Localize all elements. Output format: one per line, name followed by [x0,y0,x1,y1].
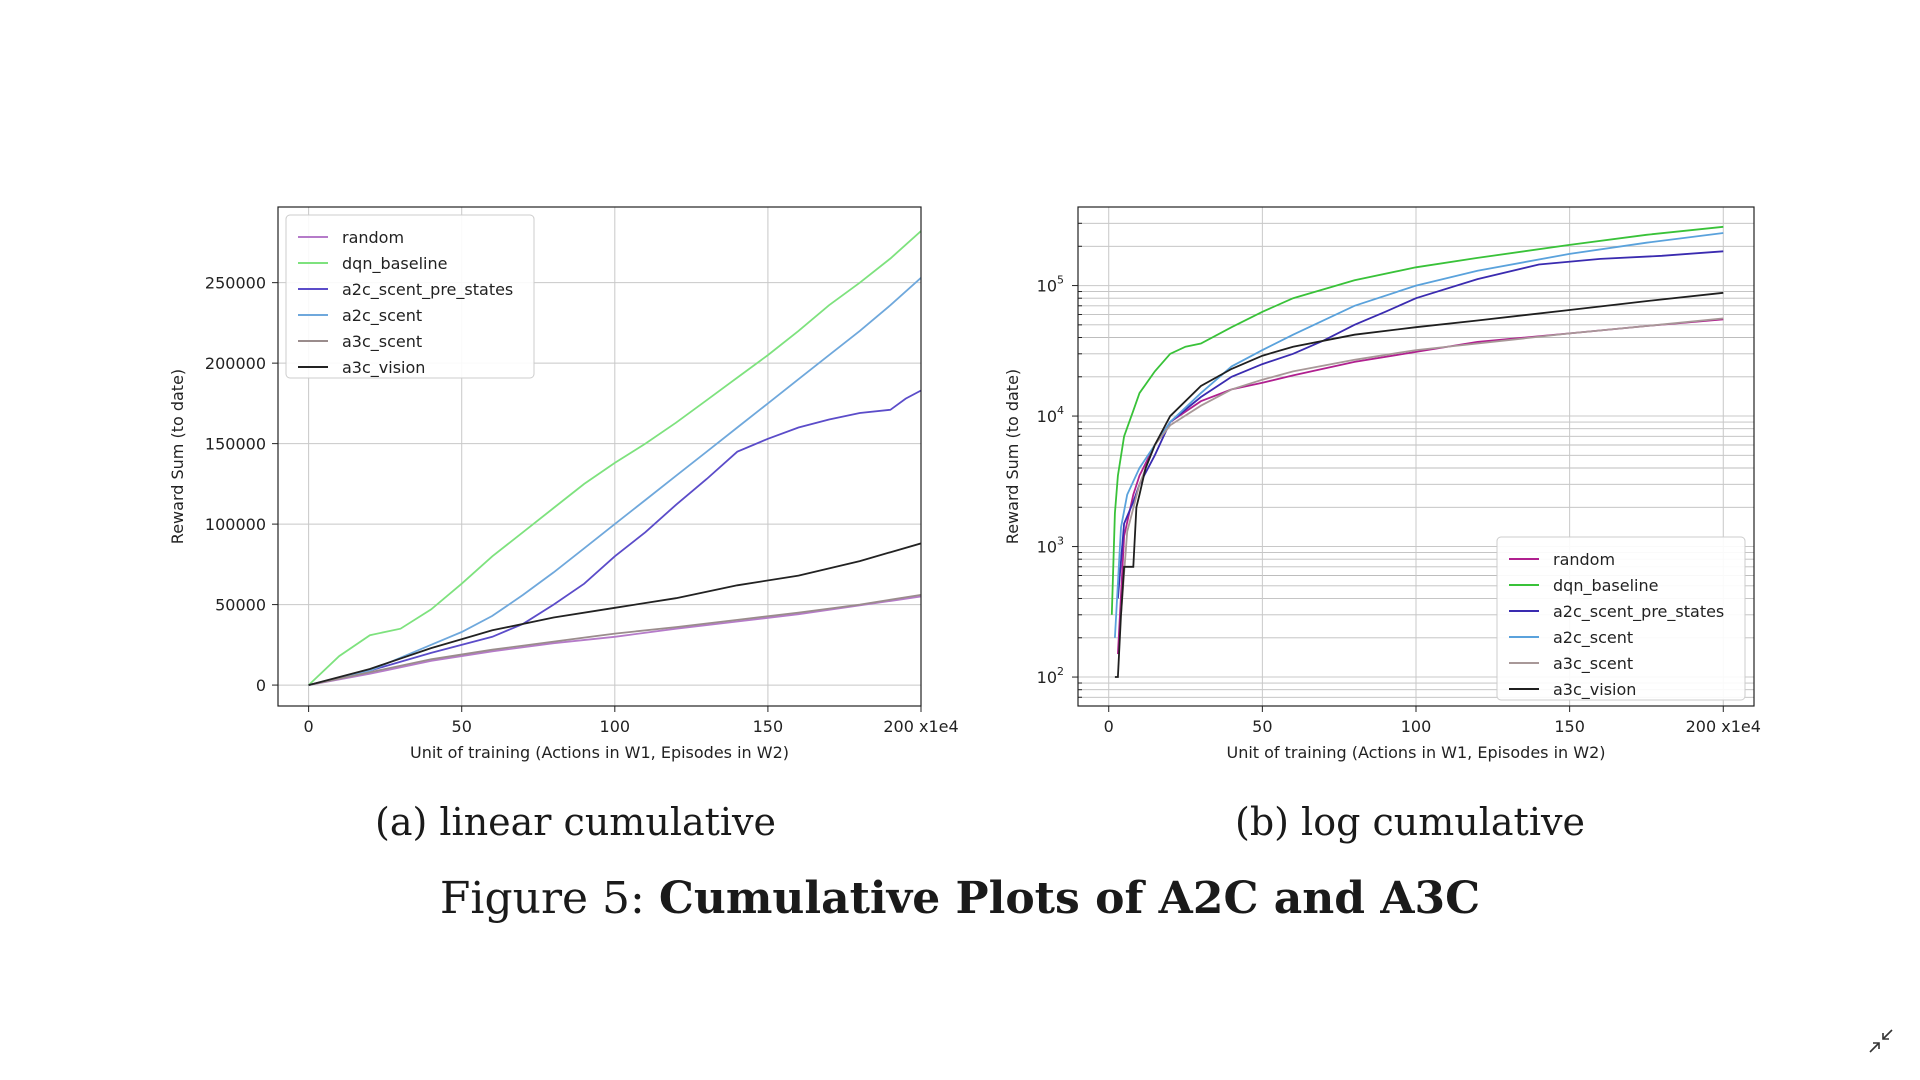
y-tick-exponent: 4 [1057,404,1064,417]
y-tick-label: 105 [1037,274,1064,296]
legend-box [1496,536,1746,701]
y-tick-label: 100000 [205,515,266,534]
x-tick-label: 100 [1401,717,1432,736]
collapse-arrows-icon[interactable] [1868,1028,1894,1054]
y-tick-label: 0 [256,676,266,695]
figure-prefix: Figure 5: [439,873,645,924]
series-line-dqn_baseline [1110,225,1724,615]
legend-label: a3c_vision [342,358,425,378]
y-tick-exponent: 2 [1057,665,1064,678]
figure-title-text: Cumulative Plots of A2C and A3C [658,873,1481,924]
legend-box [285,214,535,379]
x-axis-label: Unit of training (Actions in W1, Episode… [410,743,789,762]
x-axis-label: Unit of training (Actions in W1, Episode… [1226,743,1605,762]
x-tick-label: 100 [600,717,631,736]
series-line-a2c_scent_pre_states [308,389,921,686]
legend-label: a2c_scent [1553,628,1633,648]
y-tick-exponent: 5 [1057,274,1064,287]
series-line-a3c_scent [308,594,921,686]
legend-label: a2c_scent_pre_states [1553,602,1724,622]
x-tick-label: 50 [1252,717,1272,736]
legend-label: dqn_baseline [1553,576,1658,596]
y-tick-label: 50000 [215,596,266,615]
caption-linear-cumulative: (a) linear cumulative [375,800,777,844]
series-line-a2c_scent [1114,232,1724,638]
y-tick-base: 10 [1037,407,1057,426]
series-line-a2c_scent [308,277,921,686]
legend-label: dqn_baseline [342,254,447,274]
x-tick-label: 150 [753,717,784,736]
caption-log-cumulative: (b) log cumulative [1235,800,1585,844]
plot-frame [1077,206,1755,707]
legend-label: a3c_scent [1553,654,1633,674]
legend-label: a2c_scent [342,306,422,326]
y-tick-base: 10 [1037,668,1057,687]
y-axis-label: Reward Sum (to date) [1003,369,1022,544]
legend-label: a3c_scent [342,332,422,352]
y-tick-exponent: 3 [1057,535,1064,548]
y-tick-label: 200000 [205,354,266,373]
y-tick-label: 250000 [205,274,266,293]
x-tick-label: 50 [452,717,472,736]
series-line-a3c_vision [1114,291,1724,678]
x-tick-label: 200 x1e4 [883,717,958,736]
series-line-random [308,595,921,686]
y-tick-label: 102 [1037,665,1064,687]
y-axis-label: Reward Sum (to date) [168,369,187,544]
x-tick-label: 0 [304,717,314,736]
y-tick-base: 10 [1037,277,1057,296]
series-line-dqn_baseline [307,230,921,686]
y-tick-base: 10 [1037,538,1057,557]
legend-label: a3c_vision [1553,680,1636,700]
y-tick-label: 103 [1037,535,1064,557]
legend-label: random [342,228,404,247]
legend-label: a2c_scent_pre_states [342,280,513,300]
series-line-a3c_vision [308,542,921,686]
x-tick-label: 200 x1e4 [1686,717,1761,736]
figure-title: Figure 5: Cumulative Plots of A2C and A3… [0,873,1920,924]
y-tick-label: 104 [1037,404,1064,426]
x-tick-label: 0 [1104,717,1114,736]
y-tick-label: 150000 [205,435,266,454]
legend-label: random [1553,550,1615,569]
x-tick-label: 150 [1554,717,1585,736]
plot-frame [277,206,922,707]
